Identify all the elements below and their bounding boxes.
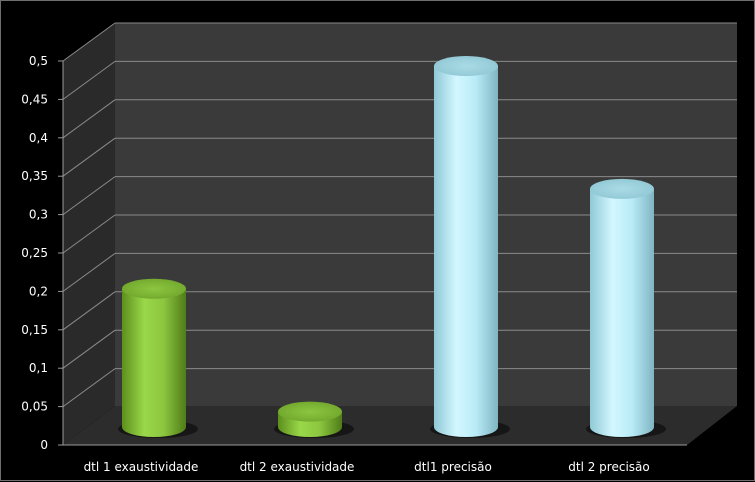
bar-2	[274, 401, 354, 438]
x-category-label: dtl 2 precisão	[568, 460, 649, 474]
y-tick-label: 0,1	[29, 361, 48, 375]
y-tick-label: 0,15	[21, 323, 48, 337]
x-category-label: dtl 1 exaustividade	[84, 460, 199, 474]
gridline-diagonal	[62, 291, 116, 331]
gridline-diagonal	[62, 60, 116, 100]
gridline-diagonal	[62, 176, 116, 216]
y-tick-label: 0,25	[21, 246, 48, 260]
gridline-diagonal	[62, 214, 116, 254]
gridline-diagonal	[62, 252, 116, 292]
bar-1	[118, 278, 198, 438]
gridline-diagonal	[62, 22, 116, 62]
y-tick-label: 0,05	[21, 400, 48, 414]
bar-body	[122, 288, 186, 437]
bar-top	[434, 56, 498, 77]
x-category-label: dtl 2 exaustividade	[240, 460, 355, 474]
floor	[63, 406, 737, 445]
bar-top	[590, 178, 654, 199]
x-axis-labels: dtl 1 exaustividade dtl 2 exaustividade dt…	[84, 460, 650, 474]
bar-3	[430, 56, 510, 438]
y-tick-label: 0,3	[29, 208, 48, 222]
y-tick-label: 0,5	[29, 54, 48, 68]
gridline-diagonal	[62, 99, 116, 139]
bar-body	[590, 188, 654, 437]
gridline-diagonal	[62, 137, 116, 177]
gridline-diagonal	[62, 368, 116, 408]
x-category-label: dtl1 precisão	[414, 460, 492, 474]
y-tick-label: 0,45	[21, 92, 48, 106]
bar-top	[122, 278, 186, 299]
y-tick-label: 0	[40, 438, 48, 452]
y-tick-label: 0,35	[21, 169, 48, 183]
gridline-diagonal	[62, 329, 116, 369]
y-axis-ticks: 0 0,05 0,1 0,15 0,2 0,25 0,3 0,35 0,4 0,45 0,5	[21, 54, 64, 452]
y-tick-label: 0,2	[29, 284, 48, 298]
y-tick-label: 0,4	[29, 131, 48, 145]
bar-body	[434, 66, 498, 437]
bar-top	[278, 401, 342, 422]
bars	[118, 56, 666, 438]
bar-4	[586, 178, 666, 438]
